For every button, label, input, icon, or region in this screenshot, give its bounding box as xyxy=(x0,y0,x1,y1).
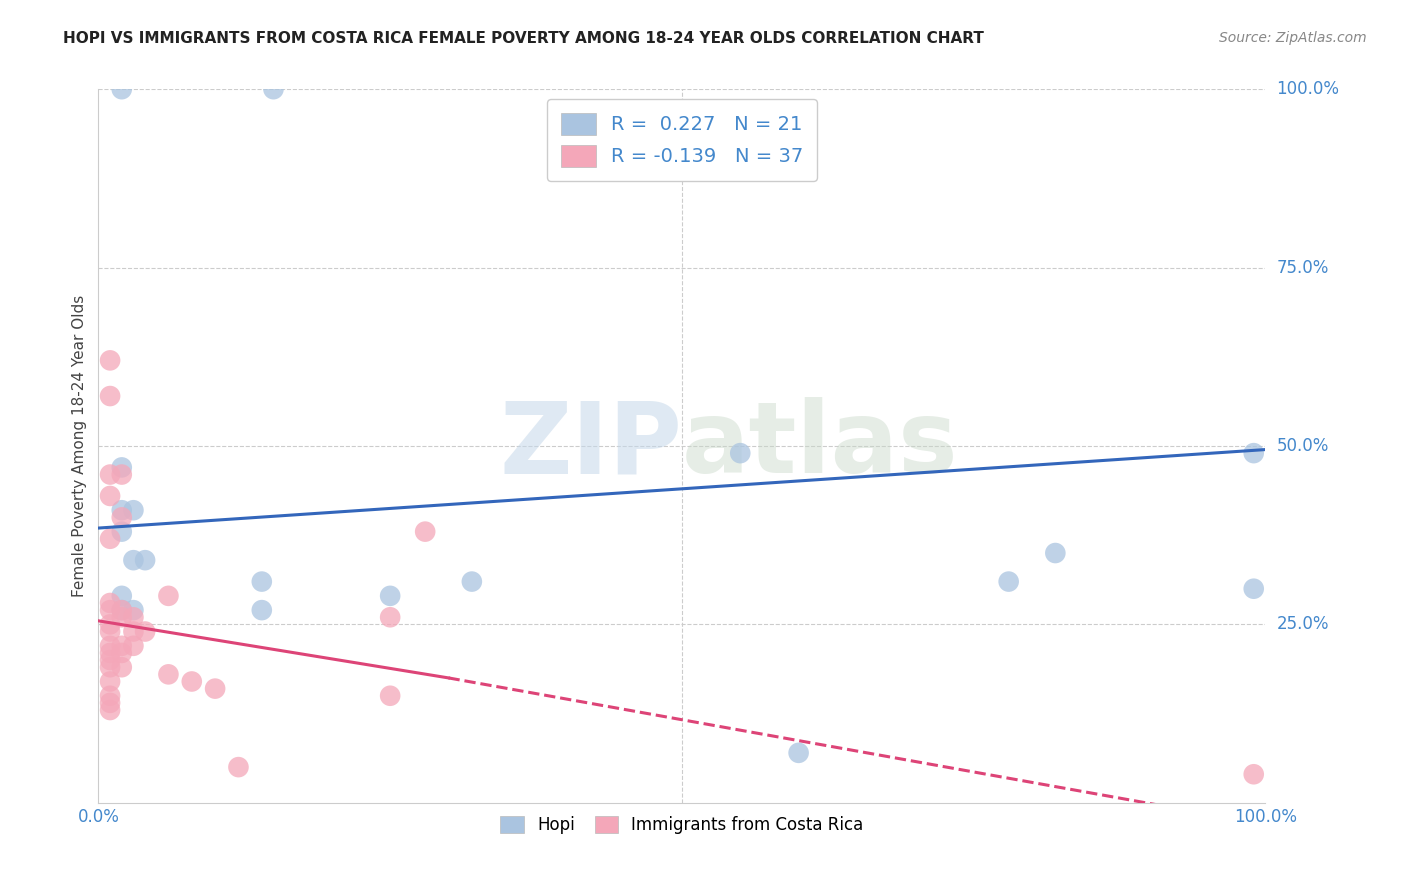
Point xyxy=(98,489,121,503)
Point xyxy=(1243,582,1265,596)
Point xyxy=(98,660,121,674)
Point xyxy=(730,446,752,460)
Point xyxy=(111,82,134,96)
Point xyxy=(111,610,134,624)
Point xyxy=(380,610,402,624)
Point xyxy=(157,589,180,603)
Point xyxy=(380,689,402,703)
Point xyxy=(98,696,121,710)
Text: 25.0%: 25.0% xyxy=(1277,615,1329,633)
Text: HOPI VS IMMIGRANTS FROM COSTA RICA FEMALE POVERTY AMONG 18-24 YEAR OLDS CORRELAT: HOPI VS IMMIGRANTS FROM COSTA RICA FEMAL… xyxy=(63,31,984,46)
Point xyxy=(98,467,121,482)
Point xyxy=(380,589,402,603)
Point xyxy=(1243,446,1265,460)
Point xyxy=(204,681,226,696)
Point xyxy=(122,639,145,653)
Text: atlas: atlas xyxy=(682,398,959,494)
Point xyxy=(111,467,134,482)
Point xyxy=(98,596,121,610)
Point xyxy=(122,503,145,517)
Point xyxy=(111,524,134,539)
Point xyxy=(180,674,202,689)
Text: 100.0%: 100.0% xyxy=(1277,80,1340,98)
Point xyxy=(250,603,273,617)
Text: Source: ZipAtlas.com: Source: ZipAtlas.com xyxy=(1219,31,1367,45)
Y-axis label: Female Poverty Among 18-24 Year Olds: Female Poverty Among 18-24 Year Olds xyxy=(72,295,87,597)
Point xyxy=(98,603,121,617)
Point xyxy=(98,653,121,667)
Point xyxy=(122,553,145,567)
Point xyxy=(98,646,121,660)
Point xyxy=(98,639,121,653)
Point xyxy=(262,82,284,96)
Point xyxy=(228,760,250,774)
Point xyxy=(1243,767,1265,781)
Point xyxy=(122,610,145,624)
Point xyxy=(461,574,484,589)
Point xyxy=(111,603,134,617)
Point xyxy=(98,703,121,717)
Point xyxy=(98,674,121,689)
Point xyxy=(111,660,134,674)
Point xyxy=(98,617,121,632)
Point xyxy=(134,553,156,567)
Text: 75.0%: 75.0% xyxy=(1277,259,1329,277)
Point xyxy=(111,646,134,660)
Point xyxy=(111,503,134,517)
Point xyxy=(413,524,436,539)
Point xyxy=(111,589,134,603)
Point xyxy=(111,603,134,617)
Point xyxy=(250,574,273,589)
Point xyxy=(98,532,121,546)
Point xyxy=(98,624,121,639)
Point xyxy=(787,746,810,760)
Legend: Hopi, Immigrants from Costa Rica: Hopi, Immigrants from Costa Rica xyxy=(494,809,870,841)
Point xyxy=(157,667,180,681)
Text: 50.0%: 50.0% xyxy=(1277,437,1329,455)
Point xyxy=(997,574,1019,589)
Point xyxy=(98,689,121,703)
Point xyxy=(111,510,134,524)
Point xyxy=(98,389,121,403)
Point xyxy=(98,353,121,368)
Point xyxy=(111,460,134,475)
Point xyxy=(1045,546,1067,560)
Point xyxy=(122,603,145,617)
Point xyxy=(111,639,134,653)
Point xyxy=(134,624,156,639)
Point xyxy=(122,624,145,639)
Text: ZIP: ZIP xyxy=(499,398,682,494)
